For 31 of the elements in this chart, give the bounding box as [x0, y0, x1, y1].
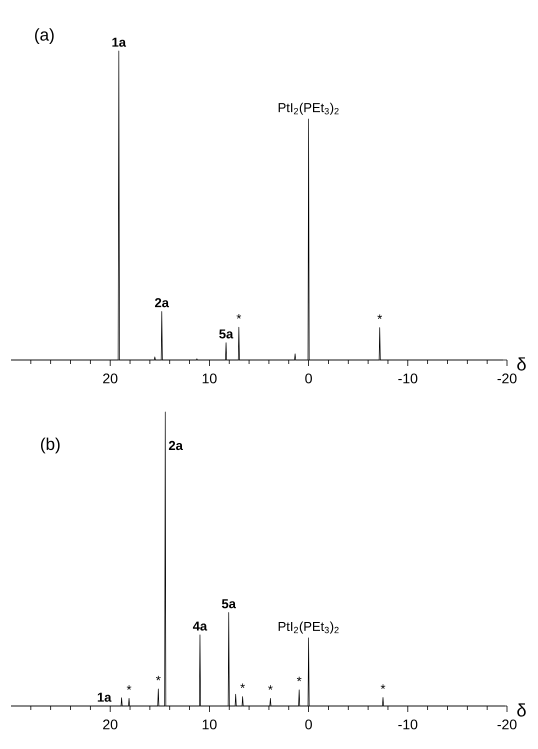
annotation: (b) — [41, 438, 60, 454]
x-tick-label: 0 — [305, 374, 312, 384]
annotation: 4a — [192, 622, 208, 631]
annotation: * — [240, 683, 245, 688]
x-tick-label: -20 — [498, 720, 517, 730]
annotation: 2a — [154, 298, 170, 308]
x-tick-label: -10 — [398, 720, 418, 730]
x-tick-label: 20 — [103, 374, 118, 384]
annotation: * — [156, 676, 161, 680]
annotation: * — [236, 314, 242, 319]
x-tick-label: 10 — [202, 374, 217, 384]
annotation: 5a — [222, 599, 236, 608]
annotation: PtI$_{2}$(PEt$_{3}$)$_{2}$ — [278, 622, 339, 634]
text: (a) — [35, 28, 54, 44]
x-tick-label: 10 — [202, 720, 217, 730]
annotation: PtI$_{2}$(PEt$_{3}$)$_{2}$ — [278, 102, 339, 115]
annotation: 1a — [112, 38, 126, 47]
x-tick-label: 0 — [305, 720, 312, 730]
x-axis-title: δ — [517, 357, 526, 371]
annotation: * — [296, 676, 302, 682]
annotation: 5a — [219, 329, 234, 338]
annotation: * — [268, 685, 273, 690]
x-tick-label: -20 — [498, 374, 517, 384]
annotation: 1a — [98, 692, 112, 702]
x-axis-title: δ — [517, 703, 526, 717]
annotation: 2a — [168, 440, 183, 450]
annotation: * — [377, 314, 382, 319]
x-tick-label: -10 — [398, 374, 418, 384]
annotation: * — [380, 684, 386, 689]
annotation: * — [126, 685, 132, 690]
x-tick-label: 20 — [103, 720, 118, 730]
